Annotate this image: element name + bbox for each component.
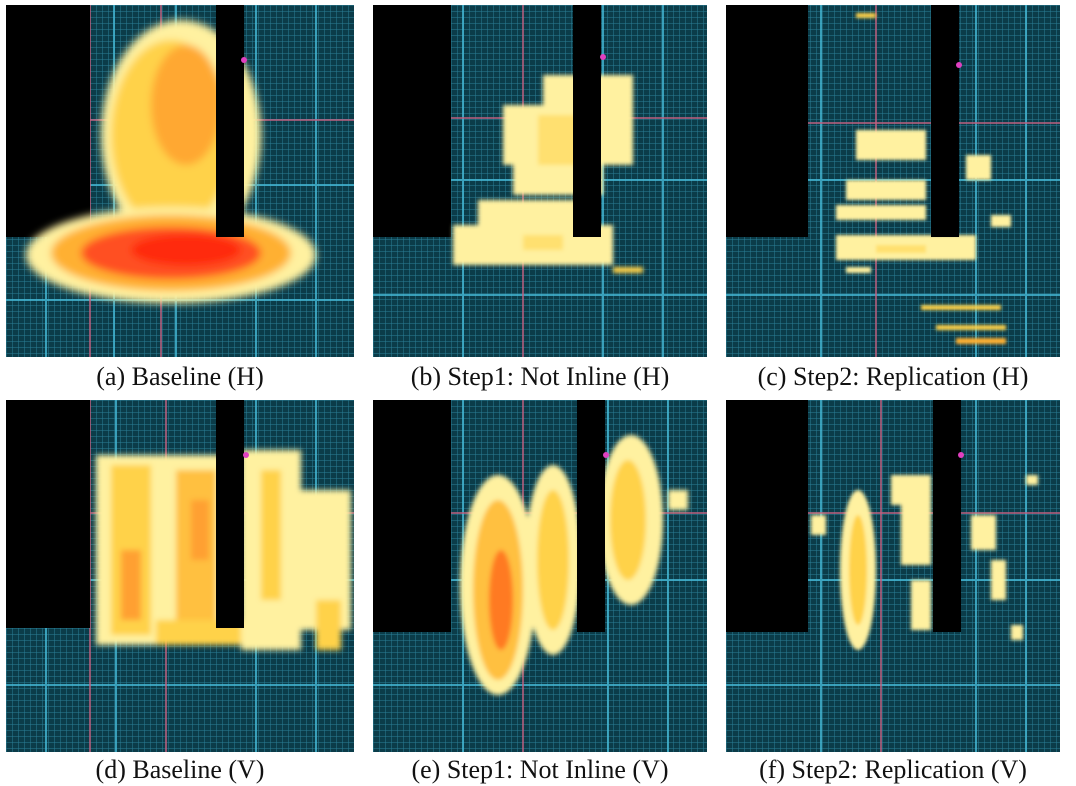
heatmap-d (6, 400, 354, 752)
blocked-region (6, 5, 90, 237)
blocked-region (726, 400, 808, 632)
caption-b: (b) Step1: Not Inline (H) (410, 362, 670, 391)
blocked-region (726, 5, 808, 237)
blocked-region (216, 400, 244, 628)
marker (600, 54, 606, 60)
congestion-heat (460, 435, 688, 695)
congestion-heat (453, 75, 643, 273)
blocked-region (373, 5, 451, 237)
marker (958, 452, 964, 458)
heatmap-panel-a (6, 5, 354, 357)
heatmap-panel-b (373, 5, 707, 357)
heatmap-panel-f (726, 400, 1060, 752)
heatmap-f (726, 400, 1060, 752)
blocked-region (216, 5, 244, 237)
caption-d: (d) Baseline (V) (95, 755, 265, 784)
heatmap-a (6, 5, 354, 357)
marker (241, 57, 247, 63)
heatmap-e (373, 400, 707, 752)
congestion-heat (836, 13, 1011, 344)
caption-f: (f) Step2: Replication (V) (759, 755, 1027, 784)
marker (243, 452, 249, 458)
blocked-region (577, 400, 605, 632)
heatmap-panel-e (373, 400, 707, 752)
congestion-heat (96, 450, 351, 650)
heatmap-panel-c (726, 5, 1060, 357)
blocked-region (931, 5, 959, 237)
caption-c: (c) Step2: Replication (H) (757, 362, 1029, 391)
marker (956, 62, 962, 68)
caption-e: (e) Step1: Not Inline (V) (411, 755, 669, 784)
blocked-region (373, 400, 451, 632)
blocked-region (6, 400, 90, 628)
blocked-region (933, 400, 961, 632)
marker (603, 452, 609, 458)
caption-a: (a) Baseline (H) (96, 362, 264, 391)
heatmap-c (726, 5, 1060, 357)
congestion-heat (811, 475, 1038, 650)
heatmap-panel-d (6, 400, 354, 752)
heatmap-b (373, 5, 707, 357)
blocked-region (573, 5, 601, 237)
